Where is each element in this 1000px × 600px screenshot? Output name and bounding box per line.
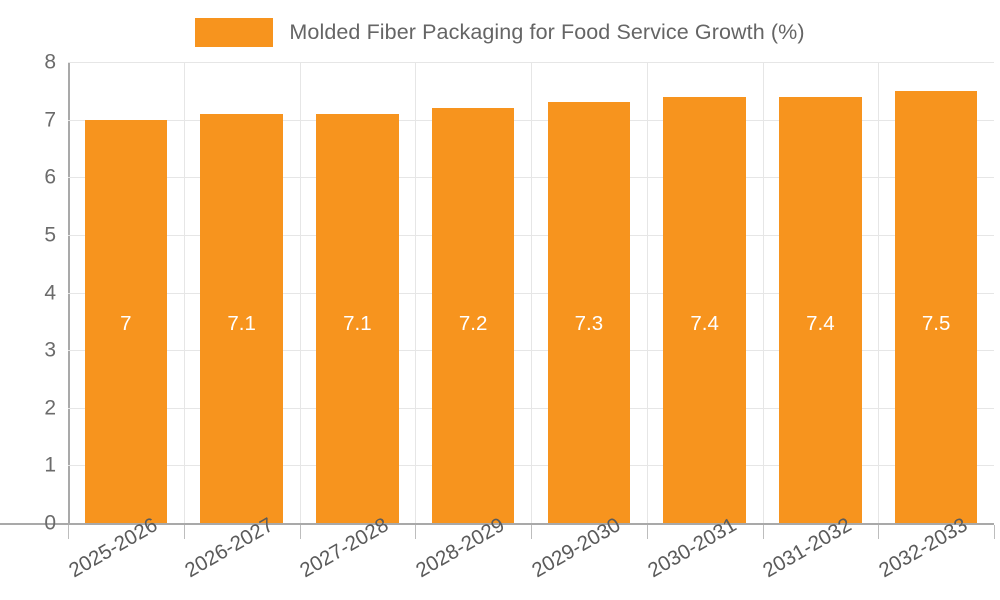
bar[interactable]: [431, 108, 515, 523]
bar[interactable]: [547, 102, 631, 523]
gridline-vertical: [647, 62, 648, 523]
gridline-vertical: [184, 62, 185, 523]
y-axis-tick-label: 7: [44, 108, 56, 132]
y-axis-tick-labels: 0 1 2 3 4 5 6 7 8: [0, 0, 56, 600]
x-axis-tick-mark: [878, 525, 880, 539]
gridline-vertical: [878, 62, 879, 523]
x-axis-tick-mark: [994, 525, 995, 539]
plot-area: 7 7.1 7.1 7.2 7.3 7.4 7.4 7.5: [68, 62, 994, 523]
gridline-horizontal: [68, 523, 994, 524]
x-axis-tick-mark: [646, 525, 648, 539]
gridline-vertical: [415, 62, 416, 523]
y-axis-tick-label: 0: [44, 511, 56, 535]
y-axis-tick-label: 8: [44, 50, 56, 74]
legend-item-0[interactable]: Molded Fiber Packaging for Food Service …: [195, 17, 805, 47]
y-axis-tick-label: 5: [44, 223, 56, 247]
x-axis-tick-mark: [183, 525, 185, 539]
y-axis-tick-label: 1: [44, 453, 56, 477]
bar[interactable]: [779, 96, 862, 523]
gridline-vertical: [763, 62, 764, 523]
x-axis-tick-mark: [415, 525, 417, 539]
bar[interactable]: [200, 113, 283, 523]
bar[interactable]: [316, 113, 399, 523]
bar[interactable]: [894, 90, 978, 523]
bar[interactable]: [84, 119, 168, 523]
legend-item-label: Molded Fiber Packaging for Food Service …: [289, 19, 805, 44]
x-axis-tick-mark: [531, 525, 532, 539]
y-axis-tick-label: 6: [44, 165, 56, 189]
x-axis-tick-mark: [299, 525, 301, 539]
x-axis-line: [0, 523, 994, 525]
legend-color-swatch-icon: [195, 17, 274, 47]
y-axis-tick-label: 3: [44, 338, 56, 362]
gridline-vertical: [300, 62, 301, 523]
y-axis-tick-label: 4: [44, 281, 56, 304]
gridline-vertical: [531, 62, 532, 523]
y-axis-tick-label: 2: [44, 396, 56, 420]
chart-legend: Molded Fiber Packaging for Food Service …: [0, 12, 1000, 52]
x-axis-tick-mark: [68, 525, 69, 539]
bar[interactable]: [663, 96, 746, 523]
x-axis-tick-mark: [762, 525, 764, 539]
